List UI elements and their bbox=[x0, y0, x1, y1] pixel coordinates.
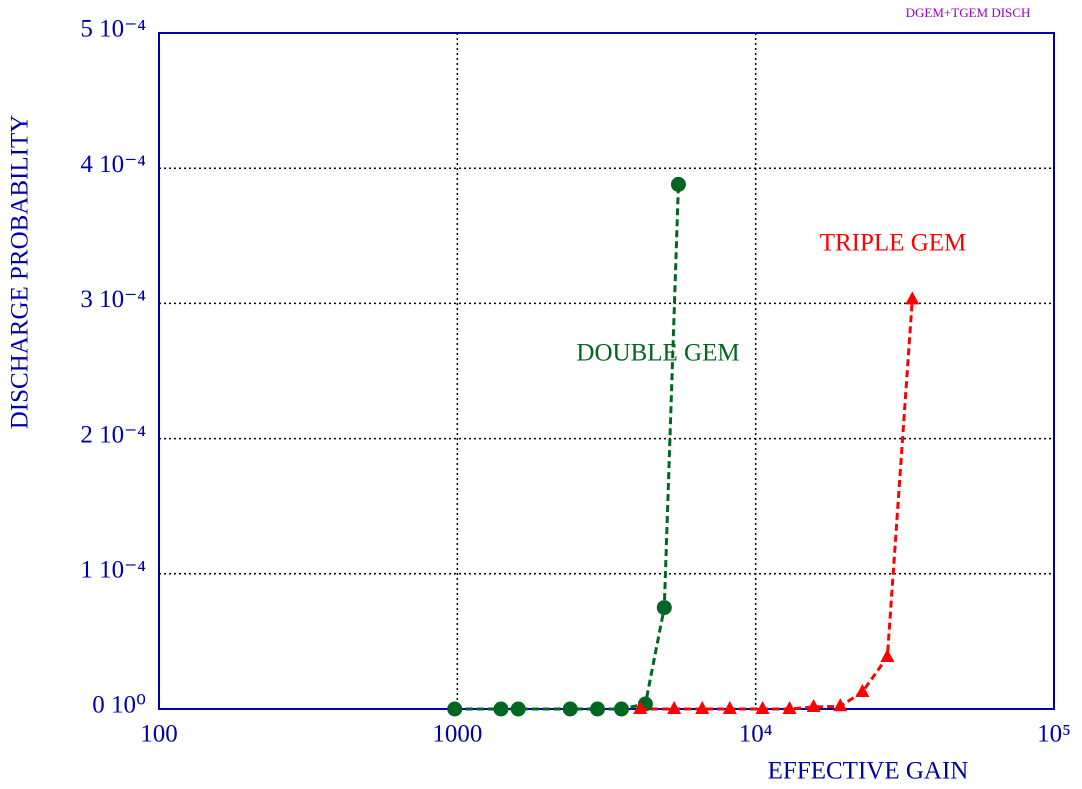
marker bbox=[722, 701, 737, 714]
y-axis-title: DISCHARGE PROBABILITY bbox=[7, 115, 34, 430]
marker bbox=[670, 176, 686, 192]
marker bbox=[589, 701, 605, 717]
x-tick-label: 10⁴ bbox=[739, 721, 773, 748]
marker bbox=[562, 701, 578, 717]
plot-frame bbox=[158, 32, 1055, 710]
series-line bbox=[454, 184, 680, 711]
marker bbox=[493, 701, 509, 717]
y-tick-label: 3 10⁻⁴ bbox=[80, 286, 146, 313]
marker bbox=[855, 683, 870, 697]
y-tick-label: 2 10⁻⁴ bbox=[80, 421, 146, 448]
y-tick-label: 4 10⁻⁴ bbox=[80, 151, 146, 178]
x-axis-title: EFFECTIVE GAIN bbox=[768, 758, 969, 785]
y-tick-label: 1 10⁻⁴ bbox=[80, 557, 146, 584]
marker bbox=[905, 291, 920, 305]
y-tick-label: 5 10⁻⁴ bbox=[80, 16, 146, 43]
x-tick-label: 1000 bbox=[432, 721, 482, 748]
series-label: TRIPLE GEM bbox=[820, 230, 967, 257]
x-tick-label: 100 bbox=[140, 721, 178, 748]
series-label: DOUBLE GEM bbox=[576, 340, 739, 367]
marker bbox=[833, 698, 848, 712]
marker bbox=[806, 698, 821, 712]
marker bbox=[695, 701, 710, 714]
marker bbox=[656, 600, 672, 616]
annotation: DGEM+TGEM DISCH bbox=[906, 5, 1031, 20]
marker bbox=[782, 701, 797, 714]
marker bbox=[510, 701, 526, 717]
marker bbox=[880, 648, 895, 662]
y-tick-label: 0 10⁰ bbox=[92, 692, 146, 719]
x-tick-label: 10⁵ bbox=[1037, 721, 1071, 748]
marker bbox=[633, 701, 648, 714]
marker bbox=[755, 701, 770, 714]
marker bbox=[667, 701, 682, 714]
marker bbox=[447, 701, 463, 717]
marker bbox=[613, 701, 629, 717]
